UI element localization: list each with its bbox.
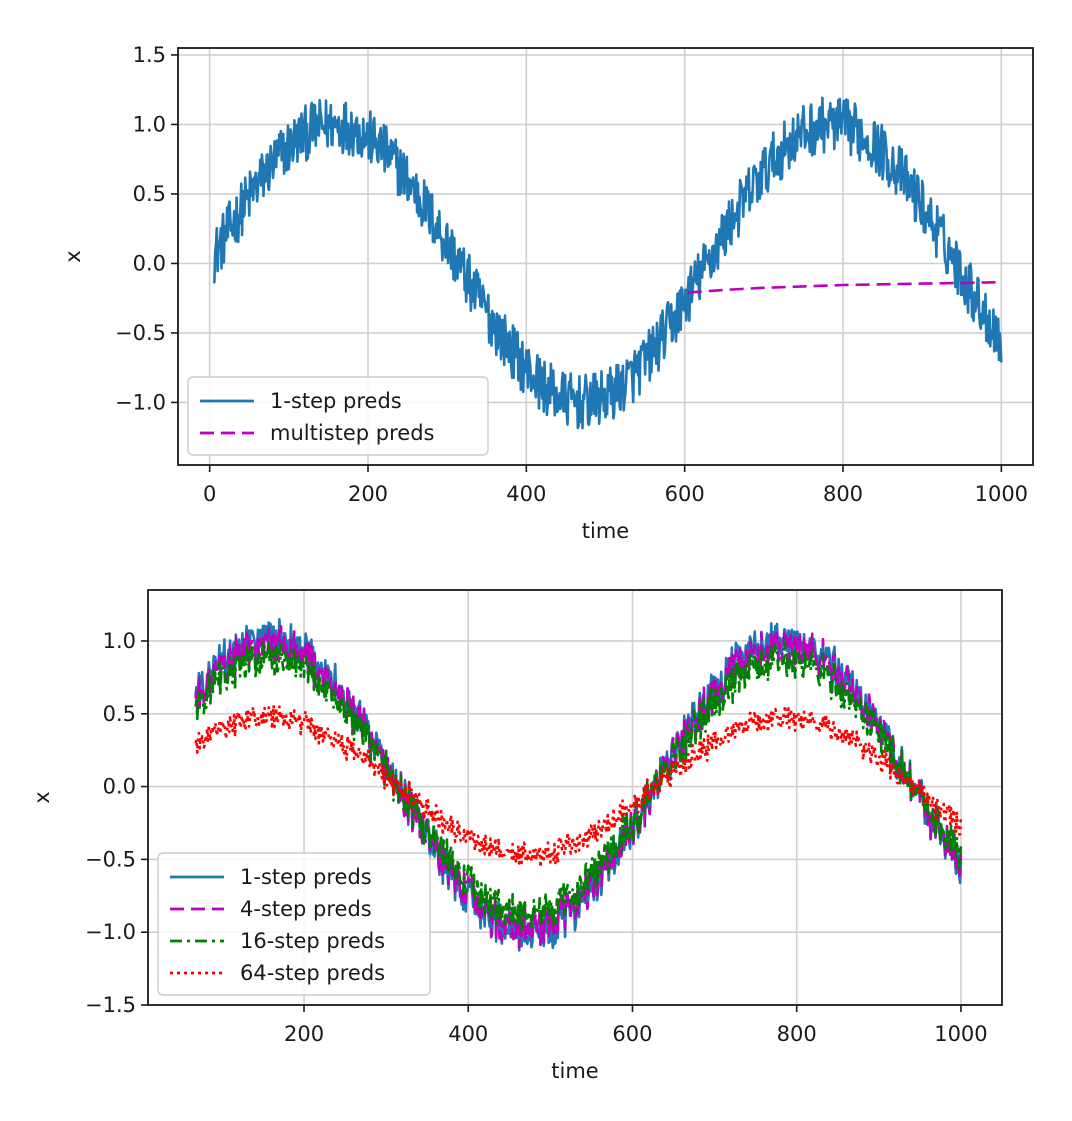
- x-tick-label: 200: [284, 1022, 324, 1046]
- y-tick-label: −0.5: [85, 847, 136, 871]
- y-tick-label: 1.0: [133, 112, 166, 136]
- y-tick-label: −1.0: [115, 390, 166, 414]
- x-tick-label: 800: [823, 482, 863, 506]
- x-tick-label: 400: [506, 482, 546, 506]
- legend-label-16-step-preds: 16-step preds: [240, 929, 385, 953]
- legend: 1-step preds multistep preds: [187, 376, 489, 456]
- legend-box: [157, 852, 431, 996]
- y-tick-label: 0.5: [133, 182, 166, 206]
- series-line-multistep-preds: [687, 280, 1002, 294]
- x-tick-label: 200: [348, 482, 388, 506]
- y-tick-label: 0.0: [133, 251, 166, 275]
- y-tick-label: −0.5: [115, 321, 166, 345]
- x-tick-label: 1000: [934, 1022, 987, 1046]
- x-tick-label: 1000: [975, 482, 1028, 506]
- y-tick-label: −1.5: [85, 993, 136, 1017]
- axes-frame: [177, 47, 1034, 466]
- legend-label-multistep-preds: multistep preds: [270, 421, 434, 445]
- series-line-16-step-preds: [194, 638, 963, 932]
- x-tick-label: 600: [612, 1022, 652, 1046]
- x-tick-label: 0: [203, 482, 216, 506]
- x-tick-label: 600: [665, 482, 705, 506]
- series-group: [194, 617, 963, 952]
- x-tick-label: 800: [777, 1022, 817, 1046]
- y-tick-label: 0.5: [103, 702, 136, 726]
- axes-frame: [147, 589, 1003, 1006]
- chart-2: 200 400 600 800 1000 −1.5 −1.0 −0.5 0.0 0.5 1.0 tim…: [30, 589, 1003, 1083]
- y-axis-label: x: [61, 250, 85, 262]
- legend-box: [187, 376, 489, 456]
- legend: 1-step preds 4-step preds 16-step preds 64-…: [157, 852, 431, 996]
- legend-label-64-step-preds: 64-step preds: [240, 961, 385, 985]
- x-axis-label: time: [551, 1059, 598, 1083]
- legend-label-1-step-preds: 1-step preds: [270, 389, 402, 413]
- y-tick-label: 1.5: [133, 43, 166, 67]
- y-tick-label: 1.0: [103, 629, 136, 653]
- y-axis-label: x: [30, 791, 54, 803]
- x-tick-label: 400: [448, 1022, 488, 1046]
- chart-1: 0 200 400 600 800 1000 −1.0 −0.5 0.0 0.5 1.0 1.5 tim…: [61, 43, 1034, 543]
- y-tick-label: −1.0: [85, 920, 136, 944]
- series-line-4-step-preds: [194, 624, 963, 950]
- series-group: [212, 96, 1003, 430]
- y-tick-label: 0.0: [103, 775, 136, 799]
- series-line-1-step-preds: [212, 96, 1003, 430]
- legend-label-4-step-preds: 4-step preds: [240, 897, 372, 921]
- x-axis-label: time: [582, 519, 629, 543]
- legend-label-1-step-preds: 1-step preds: [240, 865, 372, 889]
- series-line-64-step-preds: [194, 703, 963, 869]
